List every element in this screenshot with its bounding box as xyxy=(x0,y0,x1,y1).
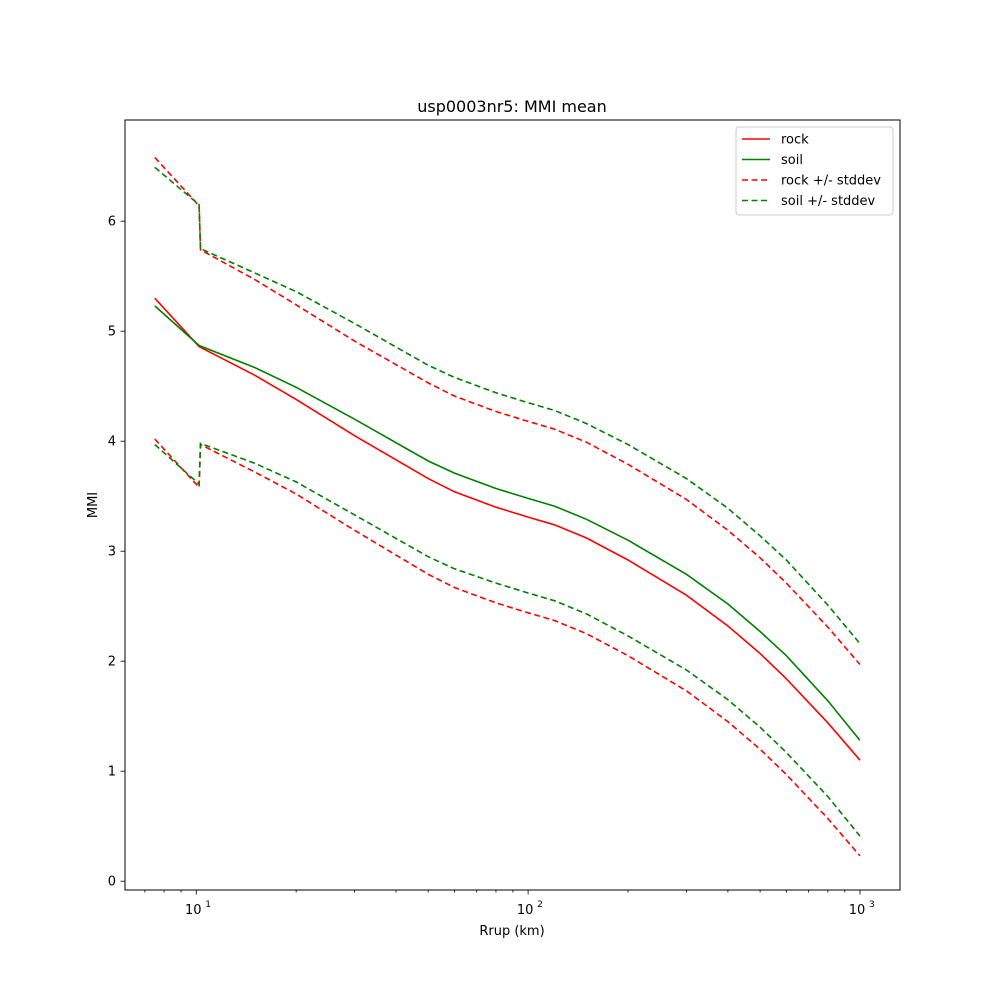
y-tick-label: 2 xyxy=(108,655,116,670)
series-line-soil-lower xyxy=(154,442,861,837)
x-tick-label: 10 xyxy=(849,903,866,918)
y-axis-label: MMI xyxy=(86,492,101,518)
x-axis-label: Rrup (km) xyxy=(479,924,544,939)
y-tick-label: 3 xyxy=(108,545,116,560)
legend-box xyxy=(735,126,894,216)
plot-frame xyxy=(124,119,901,891)
series-line-rock-lower xyxy=(154,438,861,857)
series-line-rock-stddev xyxy=(154,156,861,666)
y-tick-label: 1 xyxy=(108,765,116,780)
x-tick-exponent: 2 xyxy=(537,900,543,910)
x-tick-exponent: 1 xyxy=(205,900,211,910)
x-axis: 10 1 10 2 10 3 xyxy=(144,890,875,918)
legend-label-rock: rock xyxy=(781,133,809,148)
series-layer xyxy=(154,156,861,857)
series-line-soil-stddev xyxy=(154,166,861,645)
y-tick-label: 4 xyxy=(108,435,116,450)
x-tick-label: 10 xyxy=(517,903,534,918)
legend: rock soil rock +/- stddev soil +/- stddev xyxy=(735,126,894,216)
legend-label-soil-stddev: soil +/- stddev xyxy=(781,194,876,209)
legend-label-soil: soil xyxy=(781,153,803,168)
series-line-soil xyxy=(154,305,861,741)
legend-label-rock-stddev: rock +/- stddev xyxy=(781,174,881,189)
x-tick-exponent: 3 xyxy=(869,900,875,910)
y-tick-label: 5 xyxy=(108,325,116,340)
y-axis: 0 1 2 3 4 5 6 xyxy=(108,215,125,890)
series-line-rock xyxy=(154,297,861,761)
y-tick-label: 6 xyxy=(108,215,116,230)
x-tick-label: 10 xyxy=(185,903,202,918)
y-tick-label: 0 xyxy=(108,875,116,890)
chart-title: usp0003nr5: MMI mean xyxy=(417,97,607,116)
